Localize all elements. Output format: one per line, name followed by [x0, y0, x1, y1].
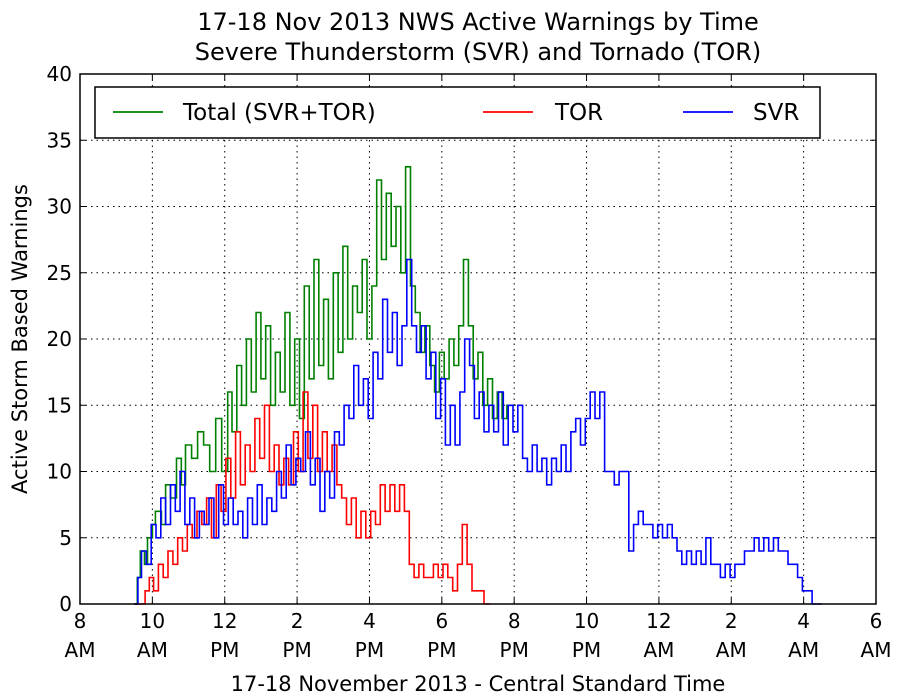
x-tick-hour: 12: [212, 609, 237, 633]
x-tick-ampm: PM: [427, 638, 456, 662]
y-tick-label: 20: [47, 327, 72, 351]
x-tick-ampm: AM: [137, 638, 168, 662]
series-line-total-svr-tor: [134, 166, 515, 605]
x-tick-ampm: AM: [716, 638, 747, 662]
x-tick-ampm: AM: [788, 638, 819, 662]
y-axis: 0 5 10 15 20 25 30 35 40: [47, 62, 876, 616]
x-tick-ampm: PM: [500, 638, 529, 662]
y-tick-label: 25: [47, 261, 72, 285]
x-tick-hour: 2: [291, 609, 304, 633]
legend-label-total: Total (SVR+TOR): [182, 100, 376, 126]
x-axis-label: 17-18 November 2013 - Central Standard T…: [231, 672, 726, 696]
x-tick-hour: 6: [870, 609, 883, 633]
x-tick-hour: 12: [646, 609, 671, 633]
x-tick-ampm: AM: [643, 638, 674, 662]
x-axis: 8 AM 10 AM 12 PM 2 PM 4 PM 6 PM 8 PM 10 PM 12 AM 2 AM 4 AM 6 AM: [65, 74, 892, 662]
y-tick-label: 30: [47, 195, 72, 219]
x-tick-hour: 4: [363, 609, 376, 633]
legend-label-svr: SVR: [753, 100, 799, 126]
chart-subtitle: Severe Thunderstorm (SVR) and Tornado (T…: [195, 38, 762, 66]
x-tick-hour: 10: [574, 609, 599, 633]
y-tick-label: 35: [47, 128, 72, 152]
x-tick-hour: 8: [74, 609, 87, 633]
y-tick-label: 0: [59, 592, 72, 616]
x-tick-hour: 2: [725, 609, 738, 633]
legend-label-tor: TOR: [554, 100, 603, 126]
x-tick-ampm: PM: [210, 638, 239, 662]
x-tick-hour: 4: [797, 609, 810, 633]
series-layer: [134, 166, 822, 605]
x-tick-ampm: AM: [65, 638, 96, 662]
x-tick-hour: 10: [140, 609, 165, 633]
y-axis-label: Active Storm Based Warnings: [8, 184, 32, 494]
x-tick-hour: 8: [508, 609, 521, 633]
x-tick-ampm: PM: [282, 638, 311, 662]
y-tick-label: 10: [47, 460, 72, 484]
y-tick-label: 5: [59, 526, 72, 550]
y-tick-label: 15: [47, 393, 72, 417]
series-line-svr: [134, 258, 822, 605]
x-tick-ampm: AM: [861, 638, 892, 662]
chart-title: 17-18 Nov 2013 NWS Active Warnings by Ti…: [197, 8, 759, 36]
x-tick-ampm: PM: [572, 638, 601, 662]
y-tick-label: 40: [47, 62, 72, 86]
x-tick-hour: 6: [435, 609, 448, 633]
x-tick-ampm: PM: [355, 638, 384, 662]
legend: Total (SVR+TOR) TOR SVR: [94, 86, 821, 139]
